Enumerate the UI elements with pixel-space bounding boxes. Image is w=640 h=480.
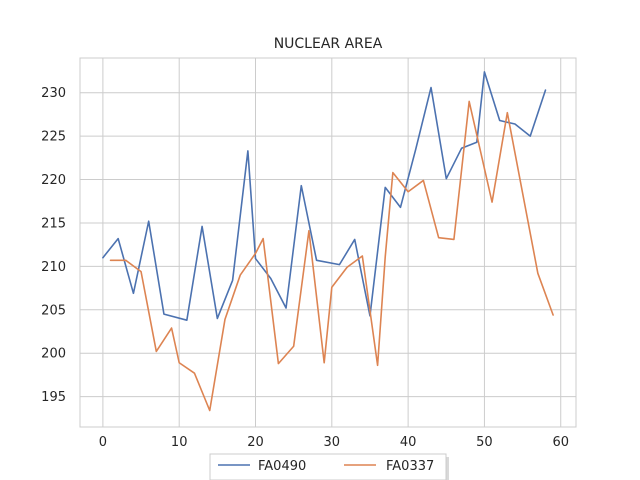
plot-area-frame (79, 57, 577, 428)
legend-label-fa0337: FA0337 (386, 459, 434, 474)
y-tick-label: 205 (41, 303, 66, 318)
y-tick-label: 195 (41, 390, 66, 405)
x-tick-label: 50 (476, 435, 493, 450)
series-line-fa0337 (109, 100, 554, 412)
series-group (102, 71, 554, 412)
tick-labels: 0 10 20 30 40 50 60 195 200 205 210 215 220 225 230 (41, 86, 569, 450)
x-tick-label: 10 (171, 435, 188, 450)
legend-label-fa0490: FA0490 (258, 459, 306, 474)
y-tick-label: 230 (41, 86, 66, 101)
y-tick-label: 200 (41, 347, 66, 362)
x-tick-label: 30 (324, 435, 341, 450)
y-tick-label: 220 (41, 173, 66, 188)
x-tick-label: 60 (552, 435, 569, 450)
series-line-fa0490 (102, 71, 547, 322)
x-tick-label: 40 (400, 435, 417, 450)
x-tick-label: 0 (99, 435, 107, 450)
y-tick-label: 215 (41, 216, 66, 231)
y-tick-label: 210 (41, 260, 66, 275)
legend: FA0490 FA0337 (209, 453, 449, 480)
x-tick-label: 20 (247, 435, 264, 450)
grid (80, 58, 576, 427)
y-tick-label: 225 (41, 130, 66, 145)
chart-title: NUCLEAR AREA (274, 36, 383, 52)
legend-box (209, 453, 447, 480)
